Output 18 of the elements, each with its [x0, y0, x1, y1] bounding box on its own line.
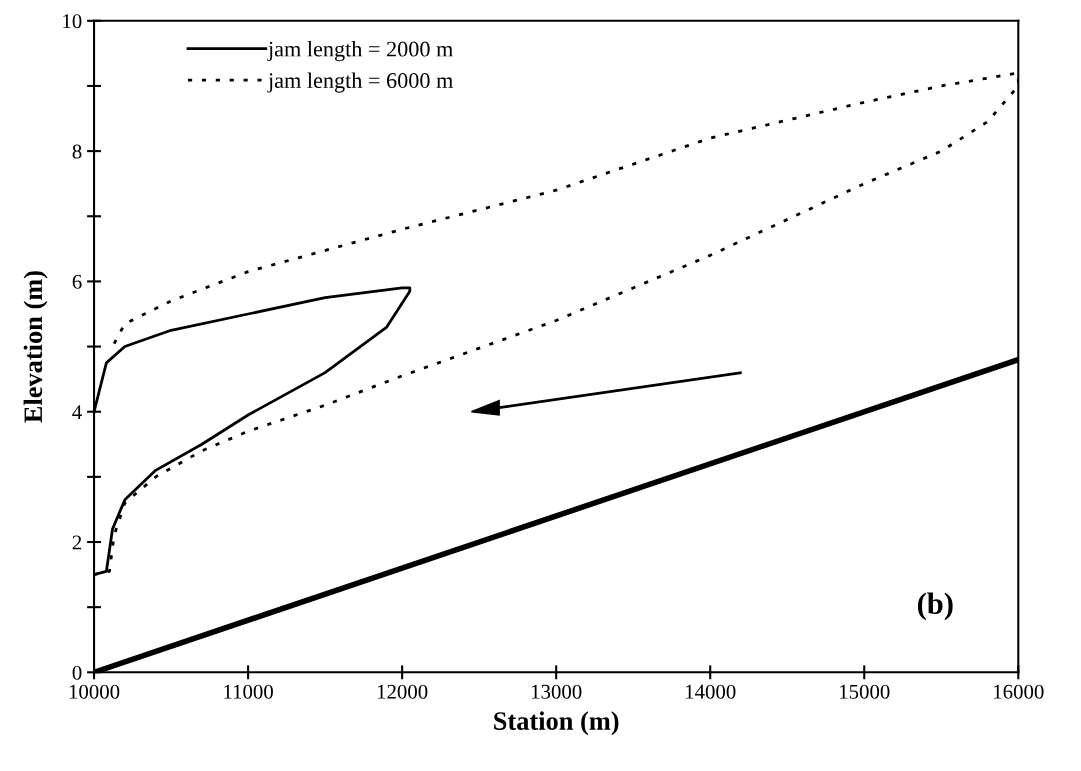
y-tick-label: 4: [72, 405, 82, 419]
x-tick-label: 14000: [686, 684, 736, 699]
x-tick-label: 12000: [377, 684, 428, 699]
annotation: (b): [917, 592, 953, 621]
legend-label: jam length = 6000 m: [267, 72, 453, 93]
x-tick-label: 15000: [840, 684, 890, 699]
y-tick-label: 2: [72, 535, 82, 550]
x-axis-title: Station (m): [494, 711, 619, 736]
x-tick-label: 13000: [531, 684, 582, 699]
y-axis-title: Elevation (m): [23, 271, 48, 423]
legend-label: jam length = 2000 m: [267, 40, 453, 62]
x-tick-label: 10000: [69, 684, 120, 699]
x-tick-label: 16000: [994, 684, 1044, 699]
y-tick-label: 0: [72, 665, 82, 680]
x-tick-label: 11000: [224, 684, 273, 699]
y-tick-label: 10: [63, 14, 82, 29]
y-tick-label: 6: [72, 274, 82, 289]
y-tick-label: 8: [72, 144, 82, 159]
